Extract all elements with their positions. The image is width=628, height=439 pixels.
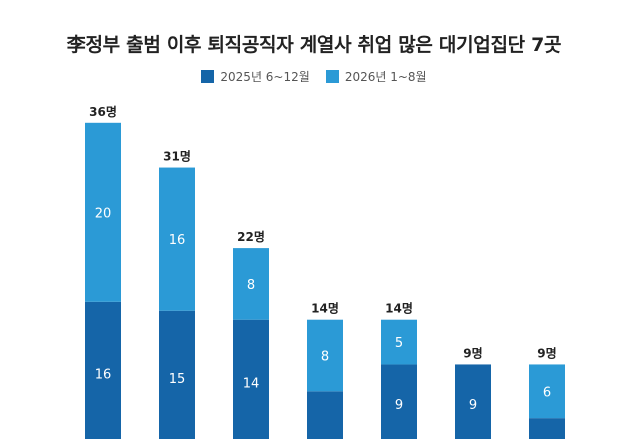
legend-label-series-2: 2026년 1~8월 <box>344 70 427 84</box>
data-label-series-2-7: 6 <box>543 385 551 400</box>
data-label-series-2-5: 5 <box>395 336 403 351</box>
data-label-series-1-1: 16 <box>95 367 112 382</box>
bar-segment-series-1-2 <box>159 310 195 439</box>
data-label-series-1-3: 14 <box>243 376 260 391</box>
data-label-series-1-2: 15 <box>169 372 186 387</box>
total-label-1: 36명 <box>89 105 117 119</box>
total-label-3: 22명 <box>237 230 265 244</box>
bar-segment-series-2-4 <box>307 319 343 392</box>
bar-segment-series-1-7 <box>529 418 565 439</box>
bar-segment-series-2-1 <box>85 122 121 302</box>
bar-segment-series-1-3 <box>233 319 269 439</box>
bar-segment-series-1-1 <box>85 301 121 439</box>
total-label-7: 9명 <box>537 346 556 360</box>
bar-segment-series-2-3 <box>233 248 269 320</box>
data-label-series-2-3: 8 <box>247 278 255 293</box>
bar-segment-series-1-5 <box>381 364 417 439</box>
bar-segment-series-1-6 <box>455 364 491 439</box>
legend-swatch-series-1 <box>201 70 215 83</box>
legend-item-series-2: 2026년 1~8월 <box>325 68 427 85</box>
data-label-series-1-5: 9 <box>395 398 403 413</box>
legend-swatch-series-2 <box>325 70 339 83</box>
total-label-4: 14명 <box>311 302 339 316</box>
bar-segment-series-1-4 <box>307 391 343 439</box>
bar-segment-series-2-5 <box>381 319 417 365</box>
total-label-6: 9명 <box>463 346 482 360</box>
chart-legend: 2025년 6~12월 2026년 1~8월 <box>0 68 628 85</box>
data-label-series-2-2: 16 <box>169 233 186 248</box>
total-label-2: 31명 <box>163 150 191 164</box>
data-label-series-2-4: 8 <box>321 350 329 365</box>
chart-title: 李정부 출범 이후 퇴직공직자 계열사 취업 많은 대기업집단 7곳 <box>66 34 562 56</box>
data-label-series-2-1: 20 <box>95 206 112 221</box>
bar-segment-series-2-7 <box>529 364 565 419</box>
bar-segment-series-2-2 <box>159 167 195 311</box>
legend-item-series-1: 2025년 6~12월 <box>201 68 310 85</box>
data-label-series-1-6: 9 <box>469 398 477 413</box>
legend-label-series-1: 2025년 6~12월 <box>220 70 310 84</box>
total-label-5: 14명 <box>385 302 413 316</box>
